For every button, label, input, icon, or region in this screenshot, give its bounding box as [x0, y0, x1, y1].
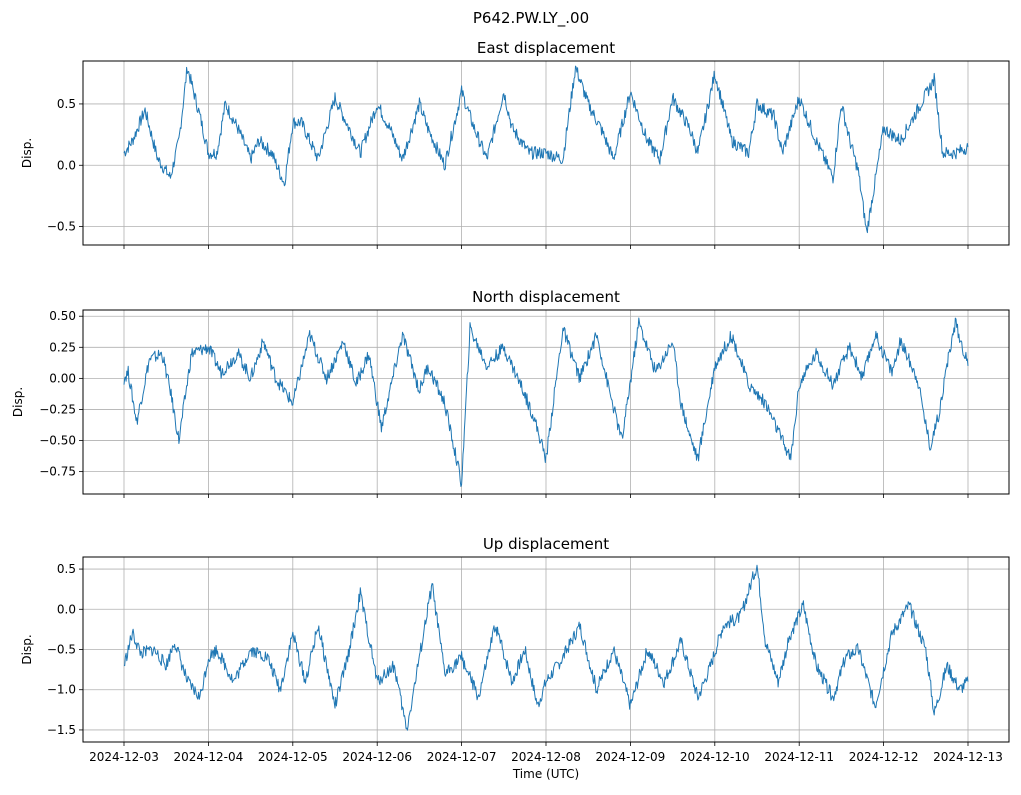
- x-tick-label: 2024-12-08: [511, 750, 581, 764]
- y-tick-label: −0.50: [39, 434, 76, 448]
- y-tick-label: 0.5: [57, 562, 76, 576]
- y-tick-label: −0.5: [47, 220, 76, 234]
- panel-0: −0.5 0.0 0.5 East displacement Disp.: [20, 39, 1010, 249]
- y-tick-label: 0.5: [57, 97, 76, 111]
- y-tick-label: −1.0: [47, 683, 76, 697]
- panel-title: Up displacement: [483, 535, 609, 553]
- x-tick-label: 2024-12-13: [933, 750, 1003, 764]
- y-tick-label: 0.0: [57, 602, 76, 616]
- series-line: [123, 564, 969, 731]
- axes-frame: [82, 309, 1010, 495]
- suptitle: P642.PW.LY_.00: [473, 9, 589, 28]
- x-axis-label: Time (UTC): [512, 767, 579, 781]
- x-tick-label: 2024-12-07: [427, 750, 497, 764]
- y-tick-label: −0.75: [39, 465, 76, 479]
- x-tick-label: 2024-12-10: [680, 750, 750, 764]
- axes-frame: [82, 60, 1010, 246]
- panel-title: North displacement: [472, 288, 620, 306]
- y-tick-label: 0.00: [49, 371, 76, 385]
- y-axis-label: Disp.: [11, 387, 25, 417]
- y-tick-label: −0.25: [39, 402, 76, 416]
- x-tick-label: 2024-12-11: [764, 750, 834, 764]
- x-tick-label: 2024-12-04: [174, 750, 244, 764]
- axes-frame: [82, 556, 1010, 743]
- y-tick-label: −0.5: [47, 643, 76, 657]
- x-axis-ticks: 2024-12-03 2024-12-04 2024-12-05 2024-12-06…: [89, 750, 1003, 764]
- panel-1: −0.75 −0.50 −0.25 0.00 0.25 0.50 North displac…: [11, 288, 1010, 498]
- x-tick-label: 2024-12-03: [89, 750, 159, 764]
- y-tick-label: 0.50: [49, 309, 76, 323]
- x-tick-label: 2024-12-12: [849, 750, 919, 764]
- y-tick-label: 0.25: [49, 340, 76, 354]
- x-tick-label: 2024-12-09: [596, 750, 666, 764]
- series-line: [123, 317, 969, 487]
- panel-2: −1.5 −1.0 −0.5 0.0 0.5 Up displacement Disp.: [20, 535, 1010, 746]
- series-line: [123, 65, 969, 234]
- y-axis-label: Disp.: [20, 138, 34, 168]
- y-tick-label: 0.0: [57, 158, 76, 172]
- y-axis-label: Disp.: [20, 634, 34, 664]
- x-tick-label: 2024-12-06: [342, 750, 412, 764]
- panel-title: East displacement: [477, 39, 615, 57]
- y-tick-label: −1.5: [47, 723, 76, 737]
- x-tick-label: 2024-12-05: [258, 750, 328, 764]
